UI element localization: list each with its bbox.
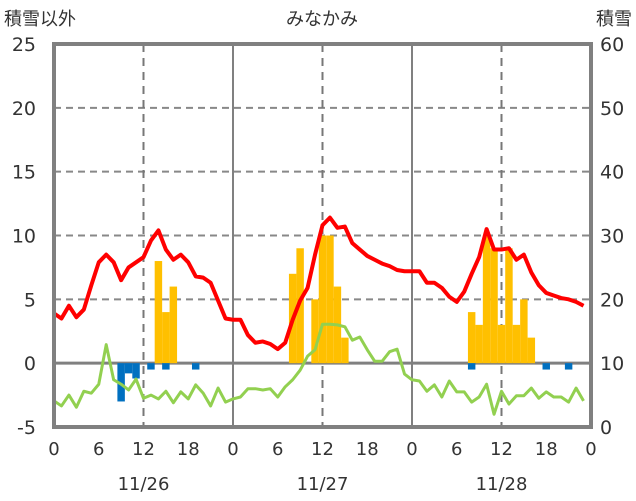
x-tick-label: 0 bbox=[227, 439, 238, 460]
negative-bar bbox=[564, 363, 573, 370]
precip-bar bbox=[341, 337, 349, 364]
right-axis-title: 積雪 bbox=[596, 9, 632, 30]
precip-bar bbox=[318, 235, 327, 364]
precip-bar bbox=[482, 235, 491, 364]
left-tick-label: 5 bbox=[24, 289, 36, 311]
negative-bar bbox=[467, 363, 476, 370]
right-tick-label: 30 bbox=[600, 226, 624, 248]
x-tick-label: 18 bbox=[356, 439, 379, 460]
right-tick-label: 20 bbox=[600, 289, 624, 311]
x-tick-label: 12 bbox=[132, 439, 155, 460]
precip-bar bbox=[169, 286, 178, 364]
x-tick-label: 6 bbox=[272, 439, 283, 460]
plot-frame bbox=[52, 42, 593, 429]
negative-bar bbox=[542, 363, 550, 370]
precip-bar bbox=[512, 324, 521, 364]
x-tick-label: 6 bbox=[93, 439, 104, 460]
precip-bar bbox=[467, 312, 476, 364]
negative-bar bbox=[132, 363, 140, 379]
temperature-line bbox=[52, 215, 585, 352]
right-tick-label: 0 bbox=[600, 417, 612, 439]
negative-bar bbox=[147, 363, 155, 370]
negative-bar bbox=[117, 363, 125, 402]
precip-bar bbox=[154, 261, 163, 364]
right-tick-label: 50 bbox=[600, 98, 624, 120]
x-tick-label: 0 bbox=[585, 439, 596, 460]
left-tick-label: 20 bbox=[12, 98, 36, 120]
x-tick-label: 18 bbox=[535, 439, 558, 460]
right-tick-label: 60 bbox=[600, 34, 624, 56]
date-label: 11/26 bbox=[118, 474, 170, 495]
x-tick-label: 18 bbox=[177, 439, 200, 460]
x-tick-label: 12 bbox=[490, 439, 513, 460]
left-tick-label: 25 bbox=[12, 34, 36, 56]
right-tick-label: 10 bbox=[600, 353, 624, 375]
negative-bar bbox=[162, 363, 170, 370]
left-tick-label: 15 bbox=[12, 162, 36, 184]
precip-bar bbox=[497, 324, 506, 364]
snow_depth-line bbox=[53, 322, 585, 416]
precip-bar bbox=[490, 248, 498, 364]
left-tick-label: 0 bbox=[24, 353, 36, 375]
x-tick-label: 0 bbox=[48, 439, 59, 460]
left-axis-title: 積雪以外 bbox=[4, 9, 76, 30]
right-tick-label: 40 bbox=[600, 162, 624, 184]
precip-bar bbox=[505, 248, 513, 364]
x-tick-label: 12 bbox=[311, 439, 334, 460]
x-tick-label: 6 bbox=[451, 439, 462, 460]
precip-bar bbox=[326, 235, 334, 364]
chart-title: みなかみ bbox=[286, 9, 358, 30]
precip-bar bbox=[520, 299, 528, 364]
precip-bar bbox=[527, 337, 536, 364]
precip-bar bbox=[162, 312, 170, 364]
precip-bar bbox=[475, 324, 483, 364]
negative-bar bbox=[191, 363, 200, 370]
left-tick-label: 10 bbox=[12, 226, 36, 248]
negative-bar bbox=[124, 363, 133, 374]
date-label: 11/27 bbox=[297, 474, 349, 495]
date-label: 11/28 bbox=[476, 474, 528, 495]
x-tick-label: 0 bbox=[406, 439, 417, 460]
precip-bar bbox=[311, 299, 319, 364]
left-tick-label: -5 bbox=[17, 417, 36, 439]
